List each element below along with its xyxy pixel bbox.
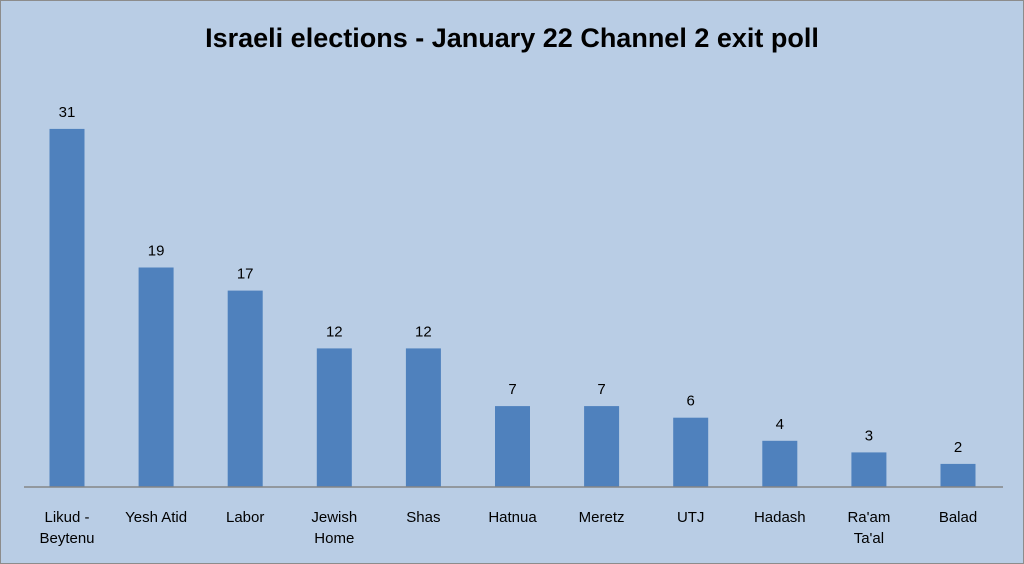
category-label-7-line-0: UTJ [677, 509, 705, 526]
bar-8 [762, 440, 798, 487]
data-label-1: 19 [148, 243, 165, 260]
data-label-4: 12 [415, 323, 432, 340]
bar-1 [138, 267, 174, 487]
bar-10 [940, 463, 976, 487]
data-label-5: 7 [508, 381, 516, 398]
category-label-9-line-0: Ra'am [847, 509, 890, 526]
data-label-9: 3 [865, 427, 873, 444]
category-label-2-line-0: Labor [226, 509, 264, 526]
category-label-6-line-0: Meretz [579, 509, 625, 526]
category-label-4-line-0: Shas [406, 509, 440, 526]
data-label-2: 17 [237, 266, 254, 283]
bar-3 [316, 348, 352, 487]
category-label-3-line-0: Jewish [311, 509, 357, 526]
category-label-0-line-1: Beytenu [39, 530, 94, 547]
category-label-10-line-0: Balad [939, 509, 977, 526]
data-label-7: 6 [687, 393, 695, 410]
chart-title: Israeli elections - January 22 Channel 2… [205, 23, 819, 53]
bar-9 [851, 452, 887, 488]
bar-6 [584, 406, 620, 487]
bar-4 [405, 348, 441, 487]
data-labels-group: 31 19 17 12 12 7 7 6 4 3 2 [59, 104, 963, 456]
category-labels-group: Likud - Beytenu Yesh Atid Labor Jewish Home Sh… [39, 509, 977, 547]
bar-0 [49, 128, 85, 487]
bar-2 [227, 290, 263, 487]
bar-7 [673, 417, 709, 487]
data-label-10: 2 [954, 439, 962, 456]
data-label-0: 31 [59, 104, 76, 121]
category-label-1-line-0: Yesh Atid [125, 509, 187, 526]
data-label-8: 4 [776, 416, 784, 433]
bar-5 [495, 406, 530, 487]
category-label-0-line-0: Likud - [44, 509, 89, 526]
category-label-3-line-1: Home [314, 530, 354, 547]
category-label-9-line-1: Ta'al [854, 530, 884, 547]
bars-group [49, 128, 976, 488]
category-label-5-line-0: Hatnua [488, 509, 537, 526]
data-label-6: 7 [597, 381, 605, 398]
category-label-8-line-0: Hadash [754, 509, 806, 526]
data-label-3: 12 [326, 323, 343, 340]
